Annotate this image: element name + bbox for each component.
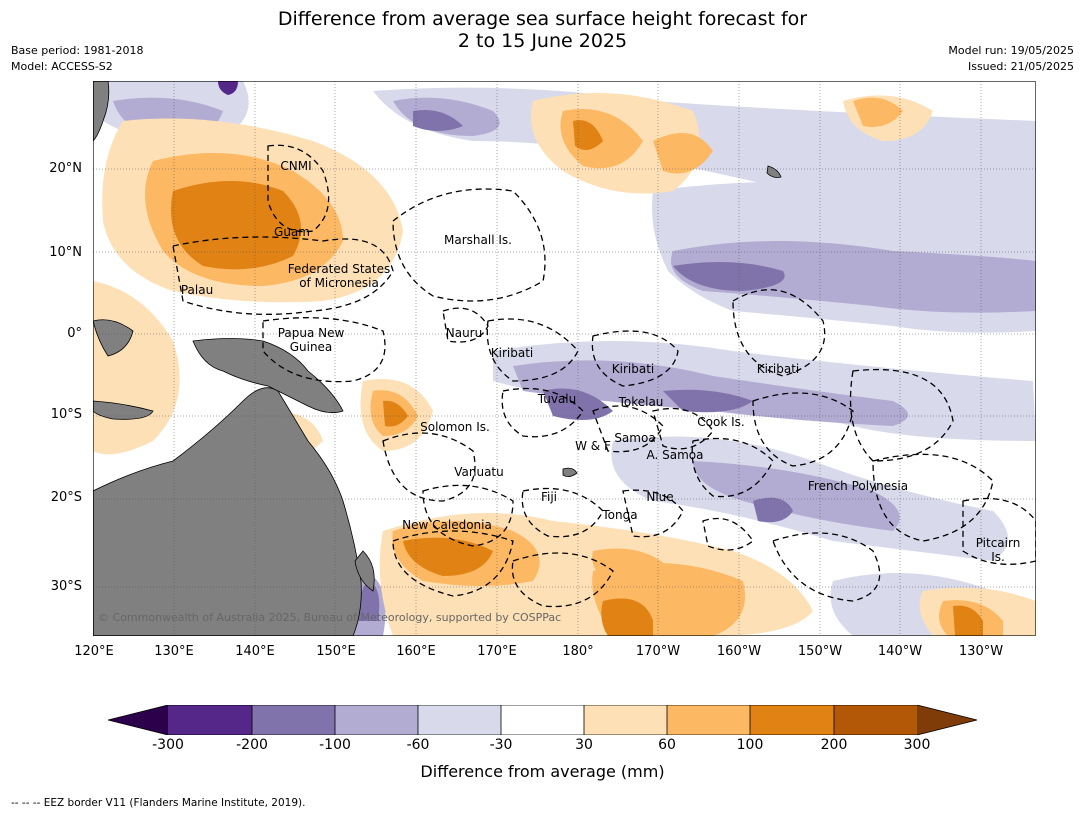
issued-text: Issued: 21/05/2025 xyxy=(967,60,1074,73)
colorbar-segment-3 xyxy=(335,705,418,735)
colorbar-label: Difference from average (mm) xyxy=(420,762,665,781)
place-label-nauru: Nauru xyxy=(446,326,482,340)
x-tick-170w: 170°W xyxy=(635,644,681,659)
place-label-tuvalu: Tuvalu xyxy=(537,392,577,406)
x-tick-140w: 140°W xyxy=(877,644,923,659)
x-tick-130e: 130°E xyxy=(154,644,194,659)
anomaly-dark-purple xyxy=(358,110,793,621)
meta-right: Model run: 19/05/2025 Issued: 21/05/2025 xyxy=(948,43,1074,75)
x-tick-130w: 130°W xyxy=(958,644,1004,659)
colorbar-tick: -60 xyxy=(406,737,430,753)
new-guinea-landmass xyxy=(192,338,344,414)
colorbar-tick: -30 xyxy=(489,737,513,753)
place-label-niue: Niue xyxy=(646,490,673,504)
place-label-kiribati-central: Kiribati xyxy=(612,362,654,376)
x-tick-170e: 170°E xyxy=(477,644,517,659)
colorbar-tick: 100 xyxy=(736,737,764,753)
colorbar-segment-6 xyxy=(584,705,667,735)
x-tick-180: 180° xyxy=(562,644,594,659)
colorbar-tick: 60 xyxy=(658,737,676,753)
place-label-tokelau: Tokelau xyxy=(618,395,664,409)
place-label-png-1: Papua New xyxy=(278,326,345,340)
colorbar-tick: 30 xyxy=(575,737,593,753)
place-label-fiji: Fiji xyxy=(541,490,557,504)
australia-landmass xyxy=(93,387,362,636)
hawaii-landmass xyxy=(766,165,782,178)
colorbar-tick: 300 xyxy=(903,737,931,753)
y-tick-30s: 30°S xyxy=(50,579,82,594)
colorbar-segment-8 xyxy=(750,705,834,735)
colorbar-segment-1 xyxy=(168,705,252,735)
x-tick-150w: 150°W xyxy=(797,644,843,659)
place-label-pitcairn-2: Is. xyxy=(991,550,1005,564)
x-tick-150e: 150°E xyxy=(316,644,356,659)
y-tick-20s: 20°S xyxy=(50,490,82,505)
gridlines xyxy=(93,81,1036,636)
place-label-guam: Guam xyxy=(274,225,310,239)
place-label-fsm-1: Federated States xyxy=(288,262,390,276)
fiji-landmass xyxy=(562,467,578,477)
colorbar-segment-4 xyxy=(418,705,501,735)
place-label-vanuatu: Vanuatu xyxy=(454,465,504,479)
y-tick-20n: 20°N xyxy=(49,161,82,176)
colorbar-min-arrow xyxy=(108,705,168,735)
colorbar-tick: -300 xyxy=(152,737,184,753)
sea-level-map: CNMI Guam Marshall Is. Federated States … xyxy=(93,81,1036,636)
model-run-text: Model run: 19/05/2025 xyxy=(948,44,1074,57)
sumatra-java-landmass xyxy=(93,400,154,420)
colorbar-tick: -100 xyxy=(319,737,351,753)
place-label-solomon: Solomon Is. xyxy=(420,420,490,434)
colorbar-tick: 200 xyxy=(820,737,848,753)
colorbar-segment-7 xyxy=(667,705,750,735)
anomaly-deep-purple xyxy=(218,81,238,95)
anomaly-dark-orange xyxy=(171,120,983,636)
chart-title: Difference from average sea surface heig… xyxy=(0,8,1085,52)
place-label-palau: Palau xyxy=(181,283,213,297)
place-label-american-samoa: A. Samoa xyxy=(647,448,704,462)
title-line-1: Difference from average sea surface heig… xyxy=(277,8,808,30)
place-label-png-2: Guinea xyxy=(290,340,333,354)
colorbar-segment-9 xyxy=(834,705,917,735)
colorbar-segment-5 xyxy=(501,705,584,735)
eez-footnote: -- -- -- EEZ border V11 (Flanders Marine… xyxy=(11,797,306,809)
place-label-pitcairn-1: Pitcairn xyxy=(976,536,1021,550)
x-tick-120e: 120°E xyxy=(74,644,114,659)
y-tick-10s: 10°S xyxy=(50,407,82,422)
place-label-cnmi: CNMI xyxy=(280,159,311,173)
place-label-wallis-futuna: W & F xyxy=(575,439,611,453)
eez-borders xyxy=(172,144,1036,608)
meta-left: Base period: 1981-2018 Model: ACCESS-S2 xyxy=(11,43,143,75)
colorbar-dividers xyxy=(251,705,835,735)
model-text: Model: ACCESS-S2 xyxy=(11,60,113,73)
place-label-cook: Cook Is. xyxy=(697,415,744,429)
place-label-fsm-2: of Micronesia xyxy=(299,276,379,290)
base-period-text: Base period: 1981-2018 xyxy=(11,44,144,57)
place-label-marshall: Marshall Is. xyxy=(444,233,512,247)
y-tick-10n: 10°N xyxy=(49,245,82,260)
colorbar-segment-2 xyxy=(252,705,335,735)
colorbar-tick: -200 xyxy=(236,737,268,753)
place-label-samoa: Samoa xyxy=(614,431,655,445)
borneo-sulawesi-landmass xyxy=(93,319,134,357)
copyright-notice: © Commonwealth of Australia 2025, Bureau… xyxy=(98,611,561,624)
philippines-landmass xyxy=(93,81,110,142)
x-tick-160w: 160°W xyxy=(716,644,762,659)
place-label-french-polynesia: French Polynesia xyxy=(808,479,908,493)
title-line-2: 2 to 15 June 2025 xyxy=(457,30,628,52)
colorbar-outline xyxy=(108,705,978,735)
x-tick-160e: 160°E xyxy=(396,644,436,659)
place-label-kiribati-west: Kiribati xyxy=(491,346,533,360)
place-label-new-caledonia: New Caledonia xyxy=(402,518,492,532)
place-label-kiribati-east: Kiribati xyxy=(757,362,799,376)
x-tick-140e: 140°E xyxy=(235,644,275,659)
map-frame xyxy=(93,81,1036,636)
place-label-tonga: Tonga xyxy=(601,508,637,522)
colorbar-max-arrow xyxy=(917,705,977,735)
colorbar xyxy=(108,705,978,735)
landmasses xyxy=(93,81,782,636)
y-tick-0: 0° xyxy=(67,326,82,341)
place-labels: CNMI Guam Marshall Is. Federated States … xyxy=(181,159,1020,564)
new-zealand-landmass xyxy=(354,550,375,592)
